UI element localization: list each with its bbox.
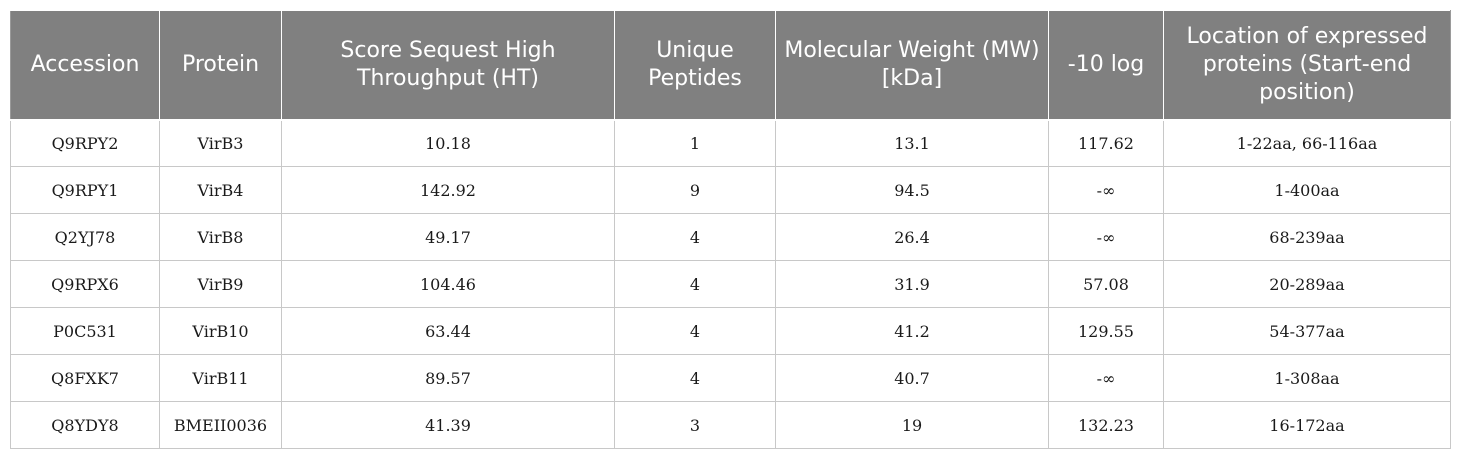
cell-protein: VirB10 — [159, 307, 282, 355]
cell-accession: Q8FXK7 — [10, 354, 160, 402]
cell-neg-10-log: -∞ — [1048, 166, 1164, 214]
cell-score: 49.17 — [281, 213, 615, 261]
header-unique-peptides: Unique Peptides — [614, 10, 776, 121]
cell-unique-peptides: 1 — [614, 119, 776, 167]
cell-location: 20-289aa — [1163, 260, 1451, 308]
cell-score: 63.44 — [281, 307, 615, 355]
cell-neg-10-log: 57.08 — [1048, 260, 1164, 308]
cell-unique-peptides: 9 — [614, 166, 776, 214]
cell-molecular-weight: 94.5 — [775, 166, 1049, 214]
cell-location: 1-308aa — [1163, 354, 1451, 402]
cell-neg-10-log: -∞ — [1048, 213, 1164, 261]
cell-accession: Q8YDY8 — [10, 401, 160, 449]
cell-location: 54-377aa — [1163, 307, 1451, 355]
header-score-sequest: Score Sequest High Throughput (HT) — [281, 10, 615, 121]
cell-unique-peptides: 4 — [614, 260, 776, 308]
cell-protein: VirB4 — [159, 166, 282, 214]
table-header: Accession Protein Score Sequest High Thr… — [10, 10, 1451, 121]
cell-score: 142.92 — [281, 166, 615, 214]
header-molecular-weight: Molecular Weight (MW) [kDa] — [775, 10, 1049, 121]
cell-location: 1-22aa, 66-116aa — [1163, 119, 1451, 167]
cell-neg-10-log: -∞ — [1048, 354, 1164, 402]
table-row: Q9RPY2 VirB3 10.18 1 13.1 117.62 1-22aa,… — [10, 119, 1451, 167]
table-body: Q9RPY2 VirB3 10.18 1 13.1 117.62 1-22aa,… — [10, 119, 1451, 449]
cell-molecular-weight: 19 — [775, 401, 1049, 449]
cell-protein: VirB3 — [159, 119, 282, 167]
cell-protein: VirB9 — [159, 260, 282, 308]
cell-score: 41.39 — [281, 401, 615, 449]
table-row: P0C531 VirB10 63.44 4 41.2 129.55 54-377… — [10, 307, 1451, 355]
cell-accession: P0C531 — [10, 307, 160, 355]
protein-table: Accession Protein Score Sequest High Thr… — [10, 10, 1451, 449]
cell-molecular-weight: 31.9 — [775, 260, 1049, 308]
cell-neg-10-log: 132.23 — [1048, 401, 1164, 449]
cell-neg-10-log: 129.55 — [1048, 307, 1164, 355]
cell-neg-10-log: 117.62 — [1048, 119, 1164, 167]
cell-unique-peptides: 4 — [614, 213, 776, 261]
cell-location: 1-400aa — [1163, 166, 1451, 214]
cell-accession: Q9RPY2 — [10, 119, 160, 167]
cell-molecular-weight: 41.2 — [775, 307, 1049, 355]
cell-unique-peptides: 4 — [614, 307, 776, 355]
cell-accession: Q9RPY1 — [10, 166, 160, 214]
table-row: Q9RPY1 VirB4 142.92 9 94.5 -∞ 1-400aa — [10, 166, 1451, 214]
cell-score: 104.46 — [281, 260, 615, 308]
cell-accession: Q2YJ78 — [10, 213, 160, 261]
cell-score: 10.18 — [281, 119, 615, 167]
header-protein: Protein — [159, 10, 282, 121]
cell-protein: VirB8 — [159, 213, 282, 261]
cell-molecular-weight: 40.7 — [775, 354, 1049, 402]
cell-protein: BMEII0036 — [159, 401, 282, 449]
cell-protein: VirB11 — [159, 354, 282, 402]
protein-table-container: Accession Protein Score Sequest High Thr… — [10, 10, 1451, 449]
cell-location: 16-172aa — [1163, 401, 1451, 449]
cell-molecular-weight: 13.1 — [775, 119, 1049, 167]
cell-accession: Q9RPX6 — [10, 260, 160, 308]
header-accession: Accession — [10, 10, 160, 121]
cell-score: 89.57 — [281, 354, 615, 402]
header-neg-10-log: -10 log — [1048, 10, 1164, 121]
header-location: Location of expressed proteins (Start-en… — [1163, 10, 1451, 121]
table-row: Q2YJ78 VirB8 49.17 4 26.4 -∞ 68-239aa — [10, 213, 1451, 261]
table-row: Q8FXK7 VirB11 89.57 4 40.7 -∞ 1-308aa — [10, 354, 1451, 402]
cell-unique-peptides: 4 — [614, 354, 776, 402]
header-row: Accession Protein Score Sequest High Thr… — [10, 10, 1451, 121]
cell-location: 68-239aa — [1163, 213, 1451, 261]
table-row: Q8YDY8 BMEII0036 41.39 3 19 132.23 16-17… — [10, 401, 1451, 449]
cell-unique-peptides: 3 — [614, 401, 776, 449]
table-row: Q9RPX6 VirB9 104.46 4 31.9 57.08 20-289a… — [10, 260, 1451, 308]
cell-molecular-weight: 26.4 — [775, 213, 1049, 261]
